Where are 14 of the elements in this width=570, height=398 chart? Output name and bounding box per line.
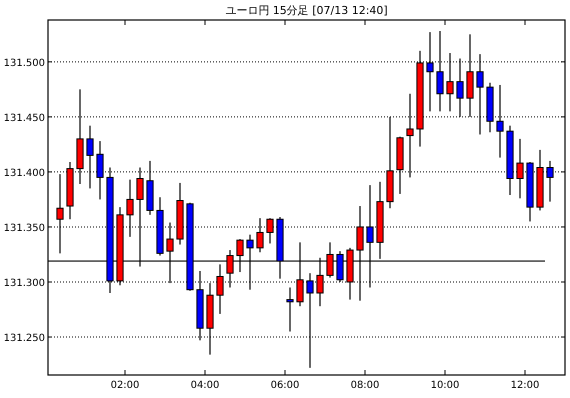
x-tick-label: 04:00: [190, 380, 220, 391]
y-tick-label: 131.450: [4, 112, 45, 124]
y-tick-label: 131.250: [4, 333, 45, 344]
x-tick-label: 12:00: [510, 380, 540, 391]
x-tick-label: 06:00: [270, 380, 300, 391]
y-tick-label: 131.350: [4, 222, 45, 234]
chart-title: ユーロ円 15分足 [07/13 12:40]: [225, 4, 388, 17]
x-tick-label: 08:00: [350, 380, 380, 391]
y-tick-label: 131.400: [4, 168, 45, 179]
x-tick-label: 02:00: [110, 380, 140, 391]
candlestick: [286, 286, 294, 332]
x-tick-label: 10:00: [430, 380, 460, 391]
y-tick-label: 131.300: [4, 278, 45, 289]
y-tick-label: 131.500: [4, 58, 45, 69]
